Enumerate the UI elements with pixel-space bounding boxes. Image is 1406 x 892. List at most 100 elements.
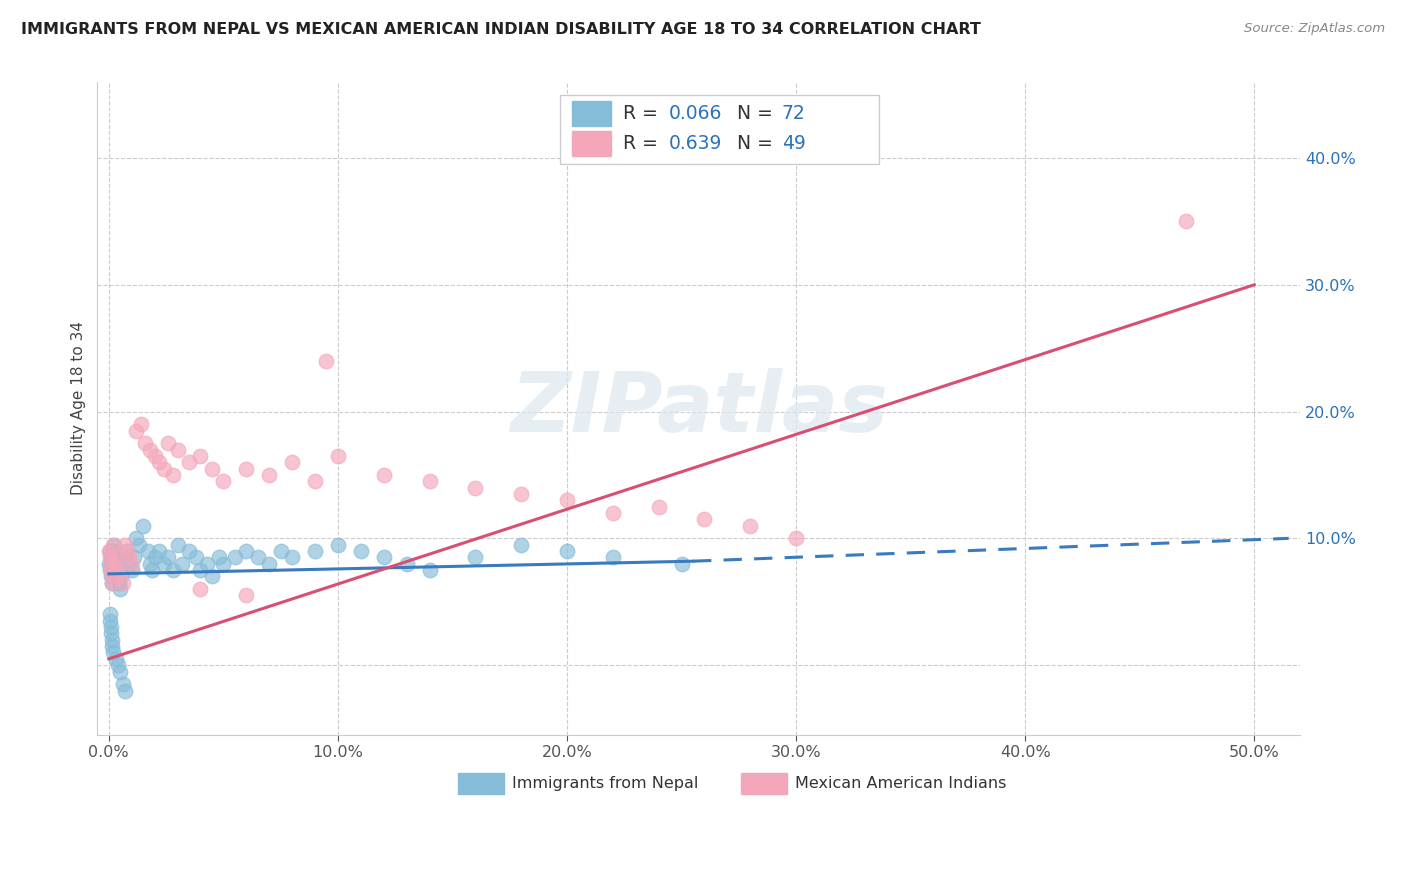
Point <box>373 550 395 565</box>
Text: R =: R = <box>623 134 664 153</box>
Point <box>281 455 304 469</box>
Point <box>114 538 136 552</box>
Point <box>177 455 200 469</box>
Text: 0.639: 0.639 <box>669 134 723 153</box>
Point <box>235 461 257 475</box>
Point <box>246 550 269 565</box>
Point <box>464 550 486 565</box>
Point <box>671 557 693 571</box>
Point <box>143 449 166 463</box>
Point <box>110 569 132 583</box>
Text: 72: 72 <box>782 103 806 123</box>
Text: Mexican American Indians: Mexican American Indians <box>794 776 1007 791</box>
Point <box>195 557 218 571</box>
Point <box>510 487 533 501</box>
Point <box>103 538 125 552</box>
Point <box>121 557 143 571</box>
Point <box>555 493 578 508</box>
Point <box>125 532 148 546</box>
Text: Immigrants from Nepal: Immigrants from Nepal <box>512 776 699 791</box>
Point <box>110 569 132 583</box>
Point <box>111 557 134 571</box>
Point <box>104 557 127 571</box>
Point <box>1174 214 1197 228</box>
Point <box>98 544 121 558</box>
Point <box>108 575 131 590</box>
Point <box>201 569 224 583</box>
Point <box>100 557 122 571</box>
Point <box>257 557 280 571</box>
Point <box>555 544 578 558</box>
Point <box>101 632 124 647</box>
Point <box>104 557 127 571</box>
Point <box>103 645 125 659</box>
Point <box>100 626 122 640</box>
Point <box>115 544 138 558</box>
Point <box>190 563 212 577</box>
Point <box>419 475 441 489</box>
Point <box>134 436 156 450</box>
FancyBboxPatch shape <box>458 772 503 794</box>
Point <box>100 569 122 583</box>
Point <box>740 518 762 533</box>
Point <box>139 442 162 457</box>
Point <box>602 550 624 565</box>
Text: ZIPatlas: ZIPatlas <box>510 368 887 449</box>
Point <box>152 461 174 475</box>
Text: N =: N = <box>725 134 779 153</box>
Point <box>105 569 128 583</box>
Point <box>139 557 162 571</box>
Point <box>98 557 121 571</box>
Point <box>114 683 136 698</box>
Point <box>326 538 349 552</box>
Point <box>647 500 669 514</box>
Point <box>132 518 155 533</box>
Point <box>103 544 125 558</box>
Point <box>115 544 138 558</box>
Point <box>785 532 807 546</box>
Point <box>141 563 163 577</box>
Point <box>602 506 624 520</box>
Point <box>110 665 132 679</box>
Point <box>111 575 134 590</box>
Point <box>177 544 200 558</box>
Point <box>157 550 180 565</box>
Point <box>350 544 373 558</box>
Point <box>257 467 280 482</box>
Point <box>101 569 124 583</box>
Point <box>315 354 337 368</box>
Point <box>148 455 170 469</box>
Point <box>148 544 170 558</box>
Text: 49: 49 <box>782 134 806 153</box>
Point <box>107 658 129 673</box>
Point <box>166 538 188 552</box>
Point <box>464 481 486 495</box>
Point <box>98 544 121 558</box>
Point <box>98 607 121 622</box>
Point <box>100 563 122 577</box>
Point <box>118 550 141 565</box>
Point <box>510 538 533 552</box>
Point <box>281 550 304 565</box>
Point <box>100 550 122 565</box>
Point <box>190 582 212 596</box>
Point <box>172 557 194 571</box>
Point <box>224 550 246 565</box>
Point <box>373 467 395 482</box>
Point <box>143 550 166 565</box>
Point <box>208 550 231 565</box>
Point <box>100 620 122 634</box>
Point <box>212 475 235 489</box>
Point <box>152 557 174 571</box>
Point <box>395 557 418 571</box>
Point <box>128 538 150 552</box>
Text: IMMIGRANTS FROM NEPAL VS MEXICAN AMERICAN INDIAN DISABILITY AGE 18 TO 34 CORRELA: IMMIGRANTS FROM NEPAL VS MEXICAN AMERICA… <box>21 22 981 37</box>
Point <box>270 544 292 558</box>
Point <box>235 589 257 603</box>
Point <box>212 557 235 571</box>
Y-axis label: Disability Age 18 to 34: Disability Age 18 to 34 <box>72 321 86 495</box>
Point <box>129 417 152 432</box>
Point <box>101 557 124 571</box>
Point <box>157 436 180 450</box>
Point <box>104 652 127 666</box>
